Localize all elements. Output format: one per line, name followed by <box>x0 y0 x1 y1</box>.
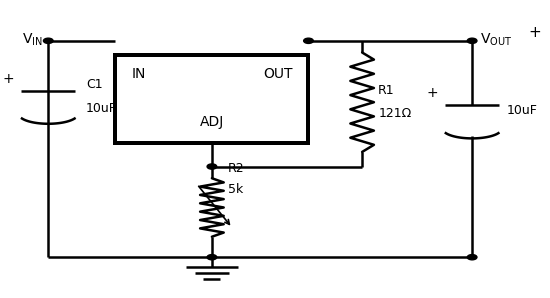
Circle shape <box>207 254 217 260</box>
Text: 121Ω: 121Ω <box>378 107 411 120</box>
Text: V$_{\mathregular{OUT}}$: V$_{\mathregular{OUT}}$ <box>480 31 512 48</box>
Circle shape <box>304 38 313 44</box>
Circle shape <box>468 254 477 260</box>
Text: +: + <box>426 86 438 100</box>
Text: +: + <box>529 24 541 40</box>
Circle shape <box>207 164 217 169</box>
Text: ADJ: ADJ <box>200 114 224 128</box>
FancyBboxPatch shape <box>116 55 309 143</box>
Text: IN: IN <box>131 67 146 81</box>
Text: R1: R1 <box>378 84 395 97</box>
Text: 5k: 5k <box>228 183 243 196</box>
Circle shape <box>43 38 53 44</box>
Text: V$_{\mathregular{IN}}$: V$_{\mathregular{IN}}$ <box>22 31 43 48</box>
Text: C1: C1 <box>86 78 102 91</box>
Text: OUT: OUT <box>263 67 293 81</box>
Circle shape <box>468 38 477 44</box>
Text: +: + <box>2 72 14 86</box>
Text: 10uF: 10uF <box>86 102 117 114</box>
Text: 10uF: 10uF <box>507 105 538 117</box>
Text: R2: R2 <box>228 162 245 175</box>
